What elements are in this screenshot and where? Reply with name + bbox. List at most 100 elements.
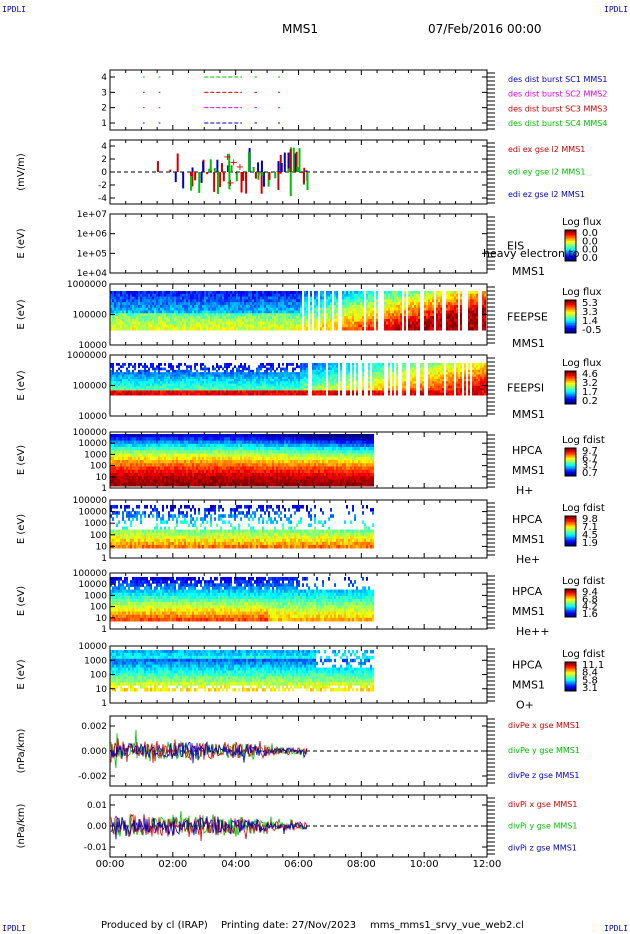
heatmap-cell [424,302,426,306]
heatmap-cell [262,385,264,389]
heatmap-cell [254,392,256,396]
heatmap-cell [324,372,326,375]
heatmap-cell [134,388,136,391]
heatmap-cell [296,374,298,378]
heatmap-cell [270,327,272,331]
heatmap-cell [114,379,116,382]
heatmap-cell [166,296,168,300]
heatmap-cell [470,313,472,317]
colorbar-swatch [565,304,576,308]
heatmap-cell [384,327,386,331]
heatmap-cell [150,372,152,375]
heatmap-cell [142,324,144,328]
heatmap-cell [266,321,268,325]
heatmap-cell [114,390,116,394]
heatmap-cell [302,385,304,389]
heatmap-cell [294,310,296,314]
heatmap-cell [188,307,190,311]
heatmap-cell [352,304,354,309]
heatmap-cell [196,299,198,303]
heatmap-cell [132,304,134,309]
heatmap-cell [270,307,272,311]
heatmap-cell [130,383,132,387]
heatmap-cell [170,385,172,389]
heatmap-cell [244,376,246,380]
heatmap-cell [142,385,144,389]
heatmap-cell [114,450,116,454]
heatmap-cell [242,324,244,328]
heatmap-cell [156,324,158,328]
heatmap-cell [196,307,198,311]
heatmap-cell [122,383,124,387]
heatmap-cell [174,376,176,380]
heatmap-cell [266,374,268,378]
heatmap-cell [236,388,238,391]
heatmap-cell [232,310,234,314]
heatmap-cell [268,310,270,314]
heatmap-cell [218,381,220,385]
heatmap-cell [350,316,352,320]
heatmap-cell [170,310,172,314]
heatmap-cell [122,365,124,369]
heatmap-cell [280,296,282,300]
heatmap-cell [206,307,208,311]
heatmap-cell [148,372,150,375]
heatmap-cell [274,321,276,325]
heatmap-cell [180,376,182,380]
heatmap-cell [454,302,456,306]
heatmap-cell [198,291,200,295]
heatmap-cell [288,291,290,295]
heatmap-cell [206,299,208,303]
heatmap-cell [254,321,256,325]
heatmap-cell [132,313,134,317]
heatmap-cell [148,316,150,320]
heatmap-cell [252,327,254,331]
heatmap-cell [124,383,126,387]
heatmap-cell [392,291,394,295]
heatmap-cell [246,385,248,389]
heatmap-cell [280,367,282,371]
heatmap-cell [316,385,318,389]
heatmap-cell [206,367,208,371]
heatmap-cell [118,434,120,438]
heatmap-cell [238,321,240,325]
y-tick-label: 2 [101,104,107,114]
heatmap-cell [126,369,128,373]
heatmap-cell [220,327,222,331]
cbar-tick-label: -0.5 [582,325,602,336]
heatmap-cell [156,381,158,385]
heatmap-cell [156,291,158,295]
heatmap-cell [164,321,166,325]
heatmap-cell [314,327,316,331]
heatmap-cell [326,316,328,320]
heatmap-cell [268,363,270,366]
heatmap-cell [170,388,172,391]
heatmap-cell [270,388,272,391]
heatmap-cell [144,291,146,295]
heatmap-cell [300,390,302,394]
heatmap-cell [328,365,330,369]
heatmap-cell [240,304,242,309]
heatmap-cell [282,376,284,380]
heatmap-cell [212,390,214,394]
heatmap-cell [178,365,180,369]
heatmap-cell [234,293,236,298]
heatmap-cell [136,321,138,325]
heatmap-cell [284,392,286,396]
heatmap-cell [304,369,306,373]
heatmap-cell [322,388,324,391]
heatmap-cell [146,327,148,331]
heatmap-cell [208,316,210,320]
heatmap-cell [240,383,242,387]
heatmap-cell [306,390,308,394]
heatmap-cell [262,321,264,325]
heatmap-cell [472,313,474,317]
heatmap-cell [304,313,306,317]
heatmap-cell [178,392,180,396]
heatmap-cell [448,324,450,328]
heatmap-cell [326,304,328,309]
heatmap-cell [146,390,148,394]
heatmap-cell [284,307,286,311]
heatmap-cell [226,318,228,323]
heatmap-cell [132,365,134,369]
